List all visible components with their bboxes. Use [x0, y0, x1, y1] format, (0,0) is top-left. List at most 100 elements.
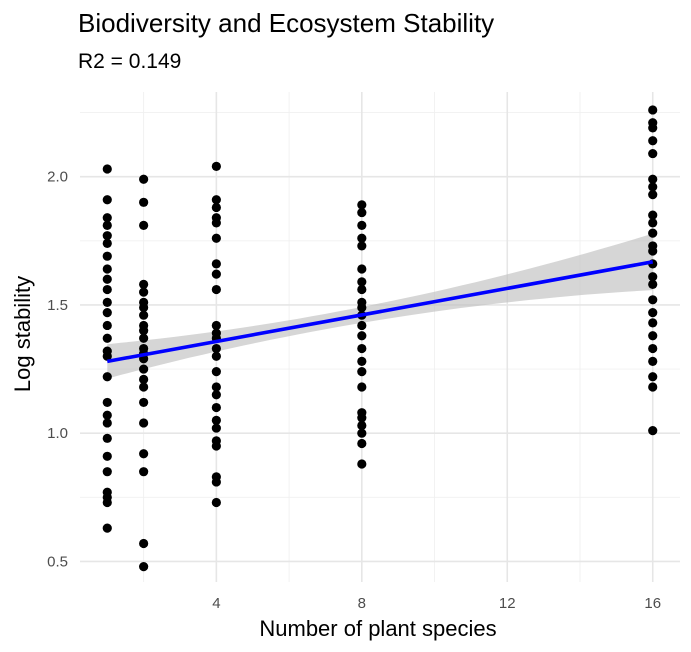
data-point: [357, 284, 367, 295]
data-point: [139, 220, 149, 231]
data-point: [211, 202, 221, 213]
data-point: [102, 251, 112, 261]
data-point: [102, 418, 112, 428]
data-point: [648, 182, 658, 192]
data-point: [211, 320, 221, 331]
data-point: [648, 426, 658, 436]
data-point: [357, 367, 367, 377]
trend-line-layer: [106, 260, 654, 364]
data-point: [139, 302, 149, 313]
minor-gridlines: [80, 92, 680, 582]
data-point: [648, 148, 658, 159]
data-point: [139, 538, 149, 549]
data-point: [211, 497, 221, 508]
data-point: [357, 428, 367, 438]
confidence-band-layer: [107, 233, 653, 379]
chart-subtitle: R2 = 0.149: [78, 50, 181, 73]
data-point: [102, 274, 112, 284]
data-point: [102, 238, 112, 248]
data-point: [102, 284, 112, 295]
data-point: [357, 220, 367, 231]
data-point: [211, 161, 221, 171]
data-point: [102, 320, 112, 331]
data-point: [211, 259, 221, 269]
data-point: [648, 331, 658, 341]
data-point: [211, 423, 221, 433]
data-point: [211, 218, 221, 228]
data-point: [102, 164, 112, 174]
data-point: [139, 449, 149, 459]
data-point: [648, 190, 658, 200]
data-point: [357, 277, 367, 287]
data-point: [648, 356, 658, 366]
data-point: [357, 233, 367, 243]
data-point: [211, 343, 221, 354]
data-point: [648, 210, 658, 220]
data-point: [211, 477, 221, 487]
data-point: [211, 195, 221, 205]
data-point: [648, 382, 658, 392]
y-axis-title: Log stability: [10, 276, 35, 392]
x-tick-label: 12: [499, 595, 516, 612]
data-point: [357, 331, 367, 341]
data-point: [648, 105, 658, 115]
data-point: [357, 200, 367, 210]
data-point: [211, 233, 221, 243]
x-axis-title: Number of plant species: [259, 616, 496, 641]
x-axis-ticks: 4 8 12 16: [212, 595, 661, 612]
data-point: [139, 333, 149, 343]
data-point: [139, 562, 149, 572]
y-axis-ticks: 0.5 1.0 1.5 2.0: [47, 169, 68, 571]
data-point: [139, 397, 149, 408]
data-point: [139, 310, 149, 320]
data-point: [102, 497, 112, 508]
data-point: [211, 351, 221, 361]
data-point: [102, 433, 112, 443]
data-point: [102, 372, 112, 382]
data-point: [211, 284, 221, 295]
data-point: [211, 390, 221, 400]
data-point: [211, 402, 221, 413]
data-point: [357, 356, 367, 366]
x-tick-label: 4: [212, 595, 220, 612]
data-point: [102, 213, 112, 223]
data-point: [139, 364, 149, 374]
data-point: [102, 231, 112, 241]
y-tick-label: 1.0: [47, 425, 68, 442]
data-point: [211, 415, 221, 425]
data-point: [357, 264, 367, 274]
major-gridlines: [80, 92, 680, 582]
data-point: [648, 279, 658, 290]
data-point: [648, 308, 658, 318]
data-point: [648, 136, 658, 146]
data-point: [139, 174, 149, 184]
data-point: [211, 441, 221, 451]
data-point: [102, 220, 112, 231]
data-point: [357, 382, 367, 392]
data-point: [102, 410, 112, 420]
data-point: [648, 174, 658, 184]
data-point: [102, 397, 112, 408]
data-point: [139, 197, 149, 207]
data-point: [102, 333, 112, 343]
data-point: [139, 374, 149, 384]
x-tick-label: 16: [644, 595, 661, 612]
data-point: [357, 420, 367, 431]
regression-line: [106, 260, 654, 364]
data-point: [648, 246, 658, 256]
y-tick-label: 0.5: [47, 553, 68, 570]
data-point: [102, 467, 112, 477]
data-point: [357, 302, 367, 313]
chart-title: Biodiversity and Ecosystem Stability: [78, 8, 494, 38]
data-point: [139, 325, 149, 336]
data-point: [102, 451, 112, 461]
data-point: [357, 438, 367, 449]
data-point: [648, 218, 658, 228]
data-point: [102, 264, 112, 274]
data-point: [102, 195, 112, 205]
data-point: [139, 467, 149, 477]
data-point: [102, 523, 112, 533]
data-point: [139, 418, 149, 428]
data-point: [211, 269, 221, 279]
